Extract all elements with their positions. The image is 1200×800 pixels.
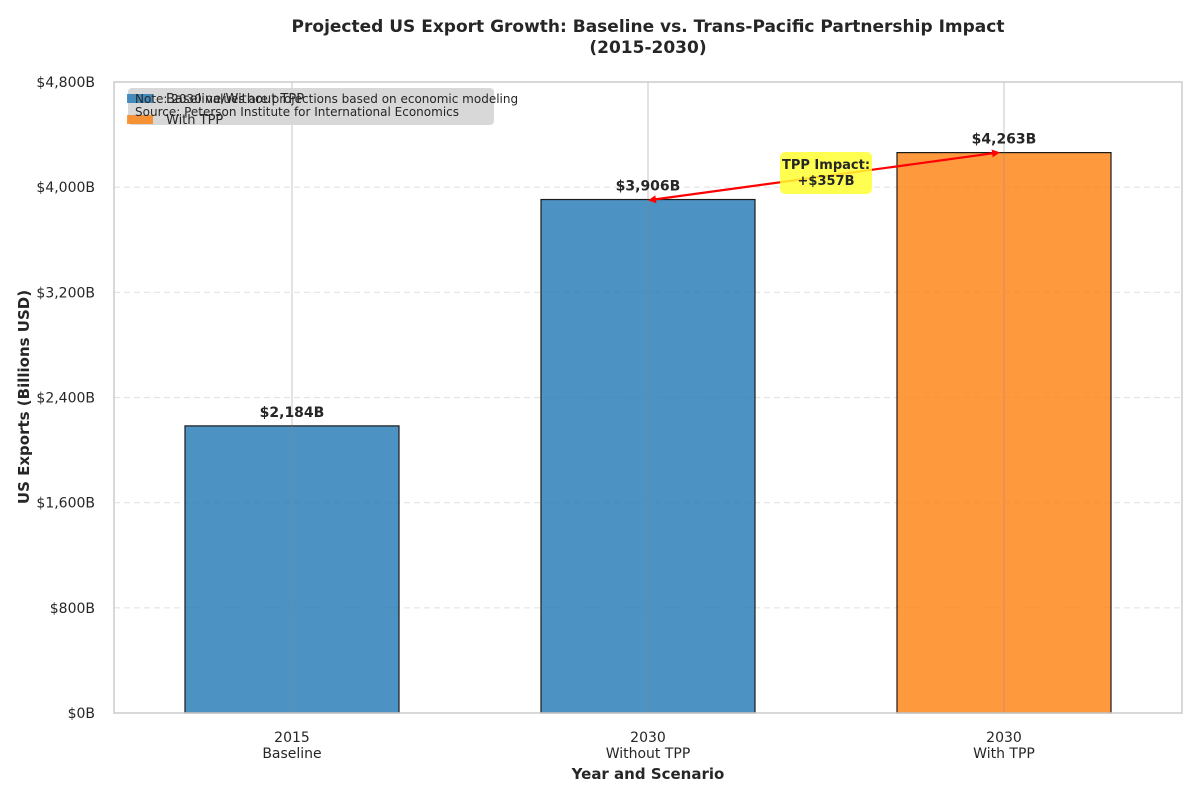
tpp-impact-box	[780, 152, 872, 194]
bar-value-label: $2,184B	[260, 405, 325, 421]
x-axis-label: Year and Scenario	[571, 765, 725, 783]
legend-swatch-with-tpp	[127, 115, 153, 124]
x-tick-label-scenario: Without TPP	[606, 746, 691, 762]
y-tick-label: $0B	[68, 706, 95, 722]
note-text: Note: 2030 values are projections based …	[135, 92, 518, 106]
legend-label-baseline: Baseline/Without TPP	[166, 92, 304, 107]
x-tick-label-scenario: With TPP	[973, 746, 1035, 762]
x-tick-label-scenario: Baseline	[262, 746, 321, 762]
y-tick-label: $1,600B	[36, 496, 95, 512]
bar-value-label: $3,906B	[616, 179, 681, 195]
legend: Baseline/Without TPP With TPP Note: 2030…	[127, 88, 518, 128]
chart-title-line2: (2015-2030)	[589, 38, 706, 58]
y-axis-label: US Exports (Billions USD)	[15, 290, 33, 504]
bar	[896, 151, 1112, 714]
x-tick-label-year: 2030	[986, 730, 1022, 746]
x-tick-label-year: 2015	[274, 730, 310, 746]
chart-title-line1: Projected US Export Growth: Baseline vs.…	[292, 17, 1005, 37]
bar	[184, 425, 400, 714]
y-tick-label: $4,800B	[36, 75, 95, 91]
x-tick-label-year: 2030	[630, 730, 666, 746]
tpp-impact-value: +$357B	[798, 174, 855, 189]
y-tick-label: $800B	[50, 601, 95, 617]
bar	[540, 198, 756, 714]
y-tick-label: $2,400B	[36, 391, 95, 407]
tpp-impact-annotation: TPP Impact: +$357B	[648, 149, 1000, 204]
legend-background	[128, 88, 494, 125]
bar-value-label: $4,263B	[972, 132, 1037, 148]
legend-swatch-baseline	[127, 94, 153, 103]
y-tick-label: $4,000B	[36, 180, 95, 196]
legend-label-with-tpp: With TPP	[166, 113, 223, 128]
plot-frame	[113, 81, 1183, 714]
tpp-impact-label: TPP Impact:	[782, 158, 870, 173]
source-text: Source: Peterson Institute for Internati…	[135, 105, 459, 119]
y-tick-label: $3,200B	[36, 285, 95, 301]
